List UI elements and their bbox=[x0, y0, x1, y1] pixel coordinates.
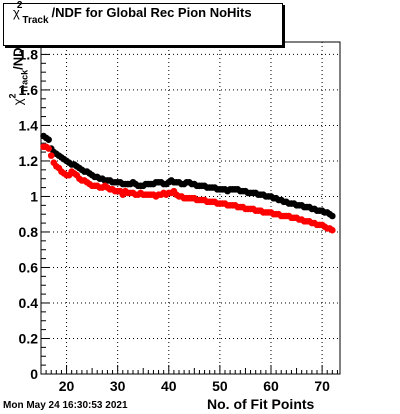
x-tick-label: 60 bbox=[263, 378, 279, 394]
x-tick-label: 40 bbox=[161, 378, 177, 394]
data-point-series-1 bbox=[45, 136, 52, 143]
tick-labels: 20 30 40 50 60 70 0 0.2 0.4 0.6 0.8 1 1.2 1.4 1.6 1.8 bbox=[19, 46, 331, 394]
y-tick-label: 1.8 bbox=[19, 46, 39, 62]
chart-title: χ2 Track/NDF for Global Rec Pion NoHits bbox=[13, 1, 252, 26]
y-tick-label: 0.2 bbox=[19, 330, 39, 346]
x-tick-label: 70 bbox=[314, 378, 330, 394]
data-point-series-2 bbox=[47, 152, 55, 159]
y-tick-label: 0 bbox=[30, 366, 38, 382]
title-sup: 2 bbox=[16, 0, 23, 11]
title-sub: Track bbox=[22, 15, 49, 26]
y-tick-label: 1 bbox=[30, 188, 38, 204]
data-markers bbox=[40, 132, 336, 234]
footer-date: Mon May 24 16:30:53 2021 bbox=[3, 400, 128, 411]
ylabel-chi: χ bbox=[10, 98, 26, 106]
y-tick-label: 1.2 bbox=[19, 153, 39, 169]
y-tick-label: 0.8 bbox=[19, 224, 39, 240]
grid-lines bbox=[41, 42, 340, 374]
title-box: χ2 Track/NDF for Global Rec Pion NoHits bbox=[3, 1, 283, 46]
ylabel-sup: 2 bbox=[7, 93, 18, 99]
y-axis-label: χ2Track/ND bbox=[7, 47, 30, 148]
x-tick-label: 50 bbox=[212, 378, 228, 394]
plot-frame bbox=[40, 41, 341, 375]
y-tick-label: 0.4 bbox=[19, 295, 39, 311]
data-point-series-2 bbox=[329, 226, 336, 234]
x-axis-label: No. of Fit Points bbox=[207, 396, 315, 412]
title-chi: χ bbox=[13, 5, 20, 20]
data-point-series-2 bbox=[45, 145, 52, 152]
ylabel-rest: /ND bbox=[10, 47, 26, 70]
y-tick-label: 1.6 bbox=[19, 82, 39, 98]
title-rest: /NDF for Global Rec Pion NoHits bbox=[51, 5, 252, 20]
x-tick-label: 20 bbox=[59, 378, 75, 394]
data-point-series-1 bbox=[329, 212, 336, 220]
y-tick-label: 0.6 bbox=[19, 259, 39, 275]
y-tick-label: 1.4 bbox=[19, 117, 39, 133]
ylabel-sub: Track bbox=[19, 69, 30, 94]
x-tick-label: 30 bbox=[110, 378, 126, 394]
